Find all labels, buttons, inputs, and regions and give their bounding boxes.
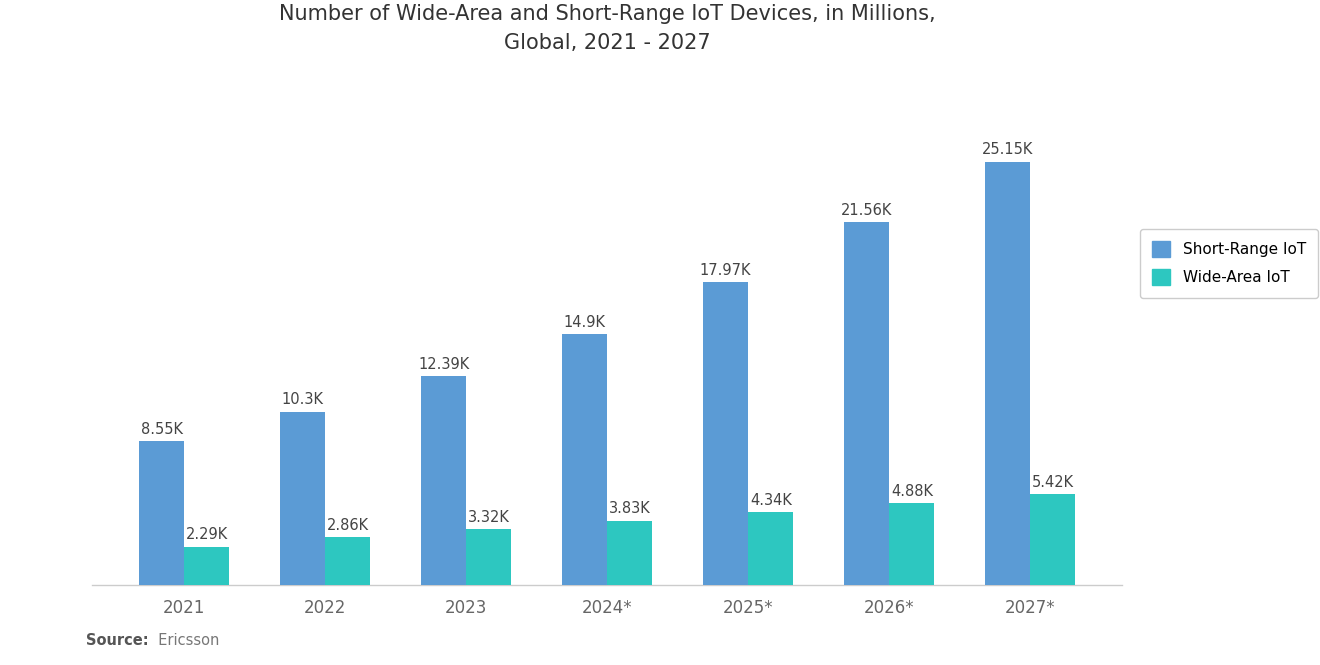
Text: 3.83K: 3.83K [609,501,651,517]
Text: 5.42K: 5.42K [1032,475,1074,489]
Bar [985,162,1031,585]
Text: 4.34K: 4.34K [750,493,792,508]
Text: 8.55K: 8.55K [140,422,182,437]
Text: 4.88K: 4.88K [891,483,933,499]
Bar [325,537,370,585]
Text: Ericsson: Ericsson [149,633,219,648]
Bar [1031,494,1076,585]
Bar [890,503,935,585]
Bar [183,547,230,585]
Text: 2.29K: 2.29K [186,527,228,543]
Bar [139,441,183,585]
Text: 14.9K: 14.9K [564,315,606,330]
Bar [421,376,466,585]
Bar [466,529,511,585]
Text: Source:: Source: [86,633,148,648]
Text: 25.15K: 25.15K [982,142,1034,158]
Bar [748,512,793,585]
Bar [607,521,652,585]
Legend: Short-Range IoT, Wide-Area IoT: Short-Range IoT, Wide-Area IoT [1140,229,1319,298]
Text: 12.39K: 12.39K [418,357,469,372]
Text: 21.56K: 21.56K [841,203,892,217]
Text: 10.3K: 10.3K [281,392,323,408]
Bar [562,334,607,585]
Text: 17.97K: 17.97K [700,263,751,278]
Text: 3.32K: 3.32K [467,510,510,525]
Bar [845,222,890,585]
Bar [280,412,325,585]
Text: 2.86K: 2.86K [326,518,368,533]
Bar [704,283,748,585]
Title: Number of Wide-Area and Short-Range IoT Devices, in Millions,
Global, 2021 - 202: Number of Wide-Area and Short-Range IoT … [279,3,936,53]
